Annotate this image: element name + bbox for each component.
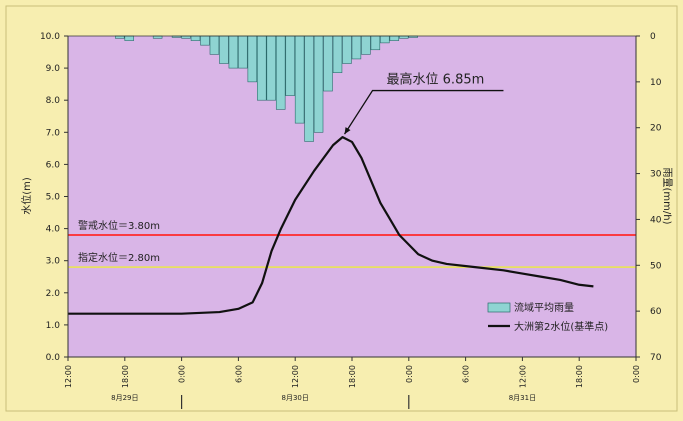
reference-line-label: 指定水位＝2.80m [78,251,160,264]
annotation-leader [343,89,504,135]
reference-line-label: 警戒水位＝3.80m [78,219,160,232]
rainfall-bar [219,35,229,64]
rainfall-bar [361,35,371,55]
x-tick-label: 18:00 [121,365,130,388]
legend-label-water-level: 大洲第2水位(基準点) [514,320,608,333]
reference-lines: 警戒水位＝3.80m 指定水位＝2.80m [68,219,636,269]
right-tick-label: 60 [650,307,662,317]
rainfall-bar [209,35,220,55]
rainfall-bar [342,35,352,64]
rainfall-bar [389,35,400,41]
rainfall-bar [228,35,239,69]
rainfall-bars [115,35,418,142]
rainfall-bar [313,35,324,133]
x-tick-label: 6:00 [462,365,471,383]
left-axis-title: 水位(m) [20,177,33,215]
right-tick-label: 70 [650,353,662,363]
right-tick-label: 0 [650,32,656,42]
right-tick-label: 10 [650,78,662,88]
x-tick-label: 0:00 [178,365,187,383]
water-level-line [68,136,594,315]
legend-swatch-rainfall [487,302,511,313]
left-tick-label: 6.0 [46,160,61,170]
plot-area [68,36,636,357]
rainfall-bar [247,35,258,83]
left-tick-label: 1.0 [46,321,61,331]
rainfall-bar [370,35,381,51]
left-tick-label: 8.0 [46,96,61,106]
rainfall-bar [257,35,267,101]
rainfall-bar [238,35,248,69]
left-tick-label: 10.0 [40,32,60,42]
x-tick-label: 6:00 [234,365,243,383]
right-tick-label: 20 [650,124,662,134]
peak-annotation: 最高水位 6.85m [343,72,504,135]
date-label: 8月30日 [282,394,309,402]
rainfall-bar [266,35,276,101]
annotation-arrowhead [344,127,351,135]
annotation-text: 最高水位 6.85m [387,72,485,88]
rainfall-bar [200,35,210,46]
rainfall-bar [294,35,305,124]
rainfall-bar [285,35,295,96]
x-tick-label: 12:00 [291,365,300,388]
rainfall-bar [351,35,362,60]
rainfall-bar [190,35,201,41]
left-tick-label: 3.0 [46,257,61,267]
x-tick-label: 12:00 [64,365,73,388]
right-tick-label: 50 [650,261,662,271]
rainfall-bar [323,35,333,92]
axes: 0.0 1.0 2.0 3.0 4.0 5.0 6.0 7.0 8.0 9.0 10.0 0 10 20 3… [20,32,673,409]
rainfall-bar [124,35,134,41]
rainfall-bar [304,35,314,142]
date-label: 8月29日 [111,394,138,402]
left-tick-label: 0.0 [46,353,61,363]
x-tick-label: 18:00 [348,365,357,388]
rainfall-bar [380,35,390,44]
left-tick-label: 5.0 [46,193,61,203]
x-tick-label: 0:00 [405,365,414,383]
rainfall-bar [332,35,343,73]
right-axis-title: 雨量(mm/h) [661,168,673,225]
x-tick-label: 12:00 [518,365,527,388]
right-tick-label: 30 [650,170,662,180]
legend-label-rainfall: 流域平均雨量 [514,301,574,314]
left-tick-label: 9.0 [46,64,61,74]
x-tick-label: 18:00 [575,365,584,388]
date-label: 8月31日 [509,394,536,402]
x-tick-label: 0:00 [632,365,641,383]
left-tick-label: 4.0 [46,225,61,235]
right-tick-label: 40 [650,215,662,225]
rainfall-bar [275,35,286,110]
left-tick-label: 7.0 [46,128,61,138]
left-tick-label: 2.0 [46,289,61,299]
water-level-series [68,136,594,315]
